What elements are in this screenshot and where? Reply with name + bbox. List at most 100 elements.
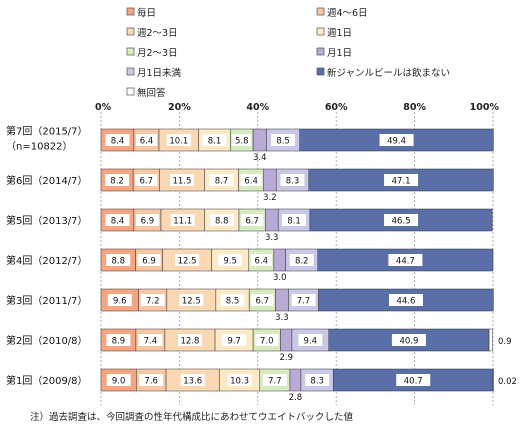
data-label-bg [138, 334, 163, 346]
data-label-bg [218, 254, 243, 266]
category-label: 第5回（2013/7） [6, 214, 88, 227]
data-labels: 8.4 6.4 10.1 8.1 5.8 3.4 8.5 49.4 8.2 6.7 11.5 8.7 6… [105, 134, 517, 403]
data-label-bg [298, 334, 323, 346]
data-label-bg [379, 134, 414, 146]
category-labels: 第7回（2015/7） （n=10822） 第6回（2014/7） 第5回（2013/… [6, 125, 88, 388]
data-label: 3.4 [253, 153, 267, 163]
data-label-bg [137, 254, 161, 266]
data-label-bg [135, 174, 158, 186]
data-label-bg [384, 174, 419, 186]
chart-note: 注）過去調査は、今回調査の性年代構成比にあわせてウエイトバックした値 [30, 411, 354, 423]
data-label-bg [106, 334, 131, 346]
data-label: 9.0 [112, 377, 126, 387]
data-label: 7.7 [268, 377, 282, 387]
data-label: 7.4 [144, 337, 158, 347]
data-label: 7.7 [297, 297, 311, 307]
chart-grid [100, 112, 494, 405]
data-label-bg [240, 214, 264, 226]
data-label-bg [169, 174, 194, 186]
data-label: 8.5 [226, 297, 240, 307]
data-label: 8.8 [111, 257, 125, 267]
data-label-bg [170, 214, 195, 226]
category-label: 第6回（2014/7） [6, 174, 88, 187]
category-label: （n=10822） [6, 141, 73, 153]
data-label: 6.9 [141, 217, 155, 227]
legend-label: 新ジャンルビールは飲まない [327, 67, 450, 79]
x-axis: 0% 20% 40% 60% 80% 100% [95, 102, 499, 113]
legend-label: 週2～3日 [137, 27, 178, 39]
data-label-bg [177, 334, 202, 346]
legend-swatch [316, 27, 325, 36]
data-label: 8.1 [287, 217, 301, 227]
data-label-bg [106, 254, 131, 266]
legend-swatch [126, 27, 135, 36]
data-label-bg [209, 174, 234, 186]
data-label: 9.6 [113, 297, 127, 307]
data-label-bg [262, 374, 287, 386]
data-label-bg [135, 214, 159, 226]
data-label: 8.3 [310, 377, 324, 387]
data-label: 12.5 [182, 297, 201, 307]
data-label-bg [135, 134, 158, 146]
data-label: 6.7 [245, 217, 259, 227]
data-label-bg [232, 134, 252, 146]
data-label: 11.5 [172, 177, 191, 187]
data-label-bg [105, 134, 130, 146]
data-label: 7.2 [146, 297, 160, 307]
data-label-bg [107, 294, 132, 306]
x-tick-label: 80% [403, 102, 426, 113]
data-label: 44.7 [396, 257, 415, 267]
data-label: 5.8 [235, 137, 249, 147]
data-label: 11.1 [173, 217, 192, 227]
data-label-bg [291, 294, 316, 306]
data-label-bg [255, 334, 279, 346]
data-label: 6.7 [140, 177, 154, 187]
bar-segment [264, 208, 279, 232]
data-label: 3.2 [263, 193, 277, 203]
data-label: 3.3 [275, 313, 289, 323]
data-label-bg [220, 294, 245, 306]
data-label: 46.5 [392, 217, 411, 227]
data-label-bg [250, 254, 272, 266]
x-tick-label: 60% [325, 102, 348, 113]
data-label-bg [282, 214, 307, 226]
legend-label: 月2～3日 [137, 48, 178, 59]
legend-label: 週4～6日 [327, 7, 368, 19]
data-label: 8.4 [111, 217, 125, 227]
data-label-bg [222, 334, 247, 346]
data-label-bg [179, 294, 204, 306]
data-label: 8.4 [111, 137, 125, 147]
data-label: 6.4 [140, 137, 154, 147]
data-label-bg [384, 214, 419, 226]
data-label: 2.8 [289, 393, 303, 403]
category-label: 第1回（2009/8） [6, 374, 88, 387]
data-label: 8.5 [276, 137, 290, 147]
legend-swatch [126, 87, 135, 96]
data-label: 8.2 [295, 257, 309, 267]
bar-segment [263, 168, 277, 192]
category-label: 第2回（2010/8） [6, 334, 88, 347]
bar-segment [252, 128, 267, 152]
legend-label: 無回答 [137, 87, 166, 99]
data-label-bg [391, 334, 426, 346]
data-label-bg [139, 374, 164, 386]
legend-swatch [316, 47, 325, 56]
legend-label: 月1日未満 [137, 67, 182, 79]
data-label-bg [396, 374, 431, 386]
data-label-bg [240, 174, 262, 186]
outside-data-label: 0.02 [498, 377, 517, 387]
data-label: 6.4 [255, 257, 269, 267]
data-label-bg [251, 294, 274, 306]
bar-segment [488, 328, 493, 352]
data-label: 8.7 [215, 177, 229, 187]
data-label: 49.4 [387, 137, 406, 147]
data-label-bg [175, 254, 200, 266]
x-tick-label: 0% [95, 102, 112, 113]
data-label-bg [388, 294, 423, 306]
data-label: 6.9 [142, 257, 156, 267]
data-label: 7.6 [144, 377, 158, 387]
data-label: 10.1 [169, 137, 188, 147]
legend-swatch [126, 47, 135, 56]
